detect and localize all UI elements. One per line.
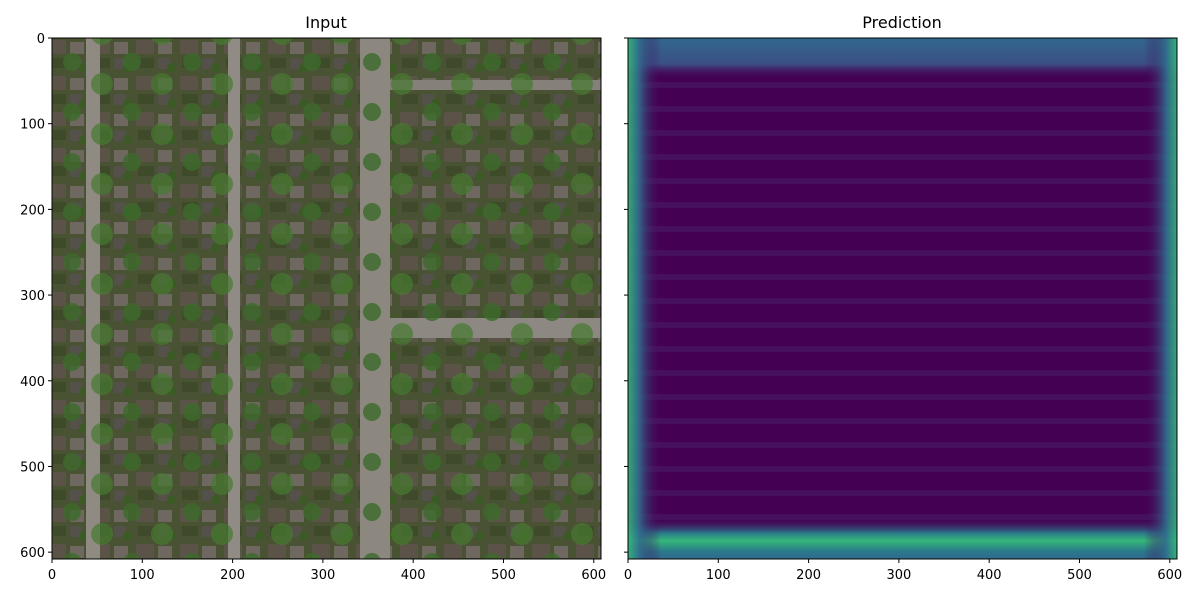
prediction-axes-frame bbox=[627, 37, 1178, 560]
input-ytick-label-600: 600 bbox=[20, 546, 45, 561]
prediction-title: Prediction bbox=[862, 13, 941, 32]
input-title: Input bbox=[305, 13, 346, 32]
prediction-xtick-label-500: 500 bbox=[1067, 568, 1092, 583]
input-ytick-label-300: 300 bbox=[20, 289, 45, 304]
prediction-xtick-label-400: 400 bbox=[977, 568, 1002, 583]
input-xtick-label-400: 400 bbox=[401, 568, 426, 583]
input-ytick-label-500: 500 bbox=[20, 460, 45, 475]
input-image bbox=[52, 38, 601, 559]
prediction-ticks: 0 100 200 300 400 500 600 bbox=[624, 37, 1182, 583]
input-xtick-label-600: 600 bbox=[581, 568, 606, 583]
input-ytick-label-400: 400 bbox=[20, 375, 45, 390]
input-xtick-label-200: 200 bbox=[220, 568, 245, 583]
prediction-heatmap bbox=[628, 38, 1177, 559]
prediction-xtick-label-0: 0 bbox=[624, 568, 632, 583]
input-axes-frame bbox=[51, 37, 602, 560]
input-panel: Input 0 100 200 300 400 500 600010020030040050… bbox=[20, 13, 606, 583]
input-xtick-label-300: 300 bbox=[310, 568, 335, 583]
input-xtick-label-0: 0 bbox=[48, 568, 56, 583]
input-xtick-label-100: 100 bbox=[130, 568, 155, 583]
prediction-panel: Prediction 0 100 200 300 400 500 600 bbox=[624, 13, 1182, 583]
prediction-xtick-label-100: 100 bbox=[706, 568, 731, 583]
prediction-xtick-label-600: 600 bbox=[1157, 568, 1182, 583]
prediction-xtick-label-200: 200 bbox=[796, 568, 821, 583]
input-xtick-label-500: 500 bbox=[491, 568, 516, 583]
input-ytick-label-100: 100 bbox=[20, 118, 45, 133]
input-ytick-label-0: 0 bbox=[37, 32, 45, 47]
prediction-xtick-label-300: 300 bbox=[886, 568, 911, 583]
input-ytick-label-200: 200 bbox=[20, 203, 45, 218]
